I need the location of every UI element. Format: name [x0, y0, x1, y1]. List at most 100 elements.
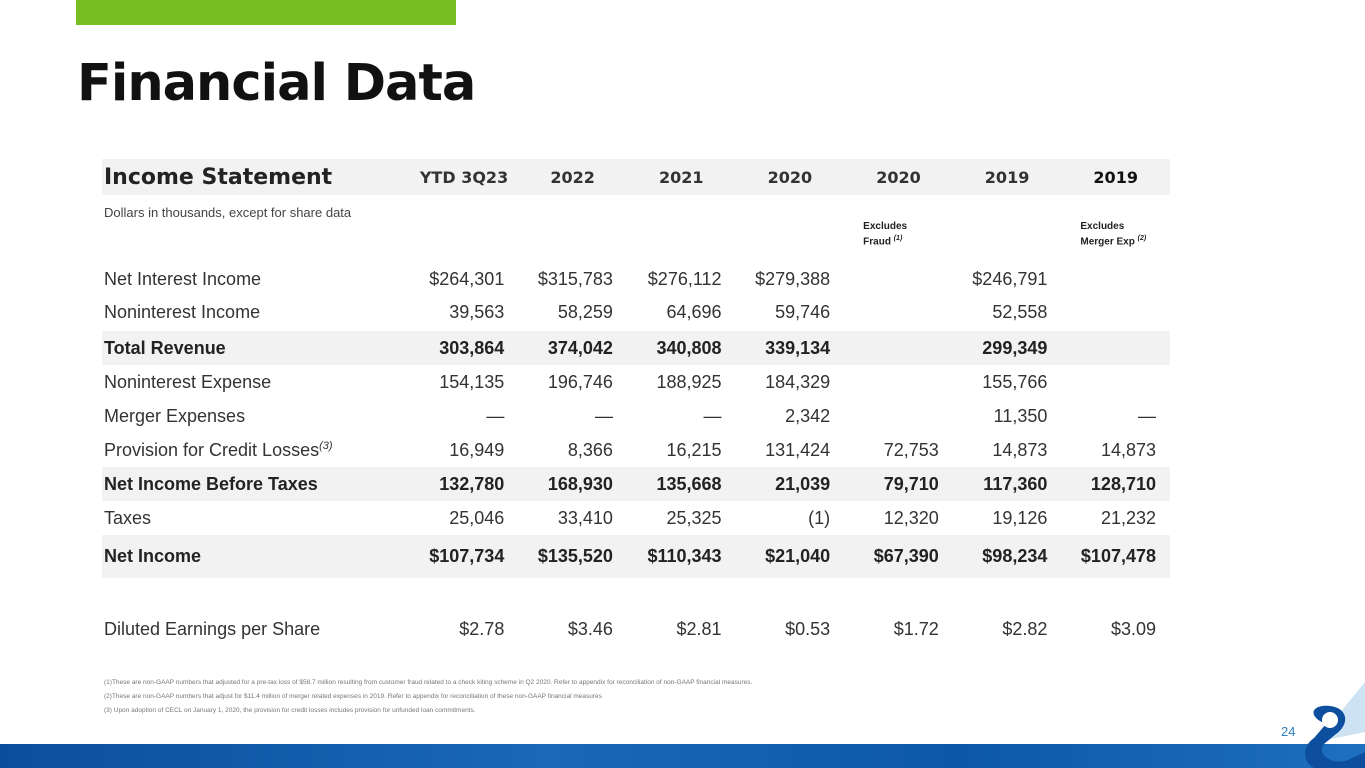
- footnote: (2)These are non-GAAP numbers that adjus…: [104, 693, 602, 700]
- cell: 16,949: [449, 439, 505, 460]
- cell: [844, 293, 953, 331]
- table-heading: Income Statement: [104, 164, 333, 190]
- unit-note: Dollars in thousands, except for share d…: [104, 205, 352, 220]
- column-header: 2020: [767, 167, 813, 187]
- cell: 16,215: [666, 439, 722, 460]
- cell: $1.72: [893, 618, 939, 639]
- row-label: Total Revenue: [104, 337, 226, 358]
- cell: 12,320: [883, 507, 939, 528]
- table-row: Taxes 25,046 33,410 25,325 (1) 12,320 19…: [102, 501, 1170, 535]
- cell: 132,780: [439, 473, 505, 494]
- cell: 33,410: [557, 507, 613, 528]
- cell: 79,710: [883, 473, 939, 494]
- cell: 303,864: [439, 337, 505, 358]
- row-label: Diluted Earnings per Share: [104, 618, 321, 639]
- table-row: Total Revenue 303,864 374,042 340,808 33…: [102, 331, 1170, 365]
- cell: 64,696: [666, 301, 722, 322]
- cell: 21,039: [775, 473, 831, 494]
- table-row: Provision for Credit Losses(3) 16,949 8,…: [102, 433, 1170, 467]
- cell: —: [703, 405, 722, 426]
- excludes-merger-label: Excludes Merger Exp (2): [1080, 221, 1147, 248]
- cell: —: [1138, 405, 1156, 426]
- row-label: Net Income: [104, 546, 202, 566]
- table-row: Net Income Before Taxes 132,780 168,930 …: [102, 467, 1170, 501]
- cell: 21,232: [1100, 507, 1156, 528]
- row-label: Noninterest Income: [104, 301, 261, 322]
- row-label: Net Interest Income: [104, 268, 262, 289]
- cell: $98,234: [982, 546, 1048, 566]
- cell: [844, 399, 953, 433]
- cell: [1061, 331, 1170, 365]
- cell: —: [486, 405, 505, 426]
- cell: 154,135: [439, 371, 505, 392]
- cell: 8,366: [567, 439, 613, 460]
- cell: 11,350: [993, 405, 1048, 426]
- cell: 39,563: [449, 301, 505, 322]
- cell: 14,873: [992, 439, 1048, 460]
- cell: 19,126: [992, 507, 1048, 528]
- cell: [844, 265, 953, 293]
- cell: 52,558: [992, 301, 1048, 322]
- cell: $67,390: [873, 546, 939, 566]
- column-header: 2019: [1093, 167, 1138, 187]
- cell: 374,042: [547, 337, 613, 358]
- cell: $276,112: [647, 268, 722, 289]
- column-header: YTD 3Q23: [419, 167, 509, 187]
- cell: [1061, 365, 1170, 399]
- table-row: Net Income $107,734 $135,520 $110,343 $2…: [102, 535, 1170, 578]
- cell: 184,329: [765, 371, 831, 392]
- cell: (1): [808, 507, 831, 528]
- row-label: Net Income Before Taxes: [104, 473, 318, 494]
- table-header-row: Income Statement YTD 3Q23 2022 2021 2020…: [102, 159, 1170, 195]
- row-label: Merger Expenses: [104, 405, 246, 426]
- cell: 339,134: [765, 337, 831, 358]
- cell: 340,808: [656, 337, 722, 358]
- footnote: (3) Upon adoption of CECL on January 1, …: [104, 707, 476, 714]
- footnote: (1)These are non-GAAP numbers that adjus…: [104, 679, 753, 686]
- table-row: Diluted Earnings per Share $2.78 $3.46 $…: [102, 608, 1170, 650]
- cell: [844, 331, 953, 365]
- cell: $107,734: [429, 546, 505, 566]
- footnote-ref: (3): [319, 439, 333, 452]
- cell: $135,520: [537, 546, 613, 566]
- cell: 72,753: [883, 439, 939, 460]
- cell: 155,766: [982, 371, 1048, 392]
- ampersand-logo-icon: [1305, 682, 1365, 768]
- cell: 14,873: [1100, 439, 1156, 460]
- cell: 117,360: [983, 473, 1048, 494]
- cell: [1061, 293, 1170, 331]
- table-row: Merger Expenses — — — 2,342 11,350 —: [102, 399, 1170, 433]
- cell: $107,478: [1080, 546, 1156, 566]
- cell: $2.81: [676, 618, 722, 639]
- cell: —: [594, 405, 613, 426]
- column-header: 2020: [876, 167, 921, 187]
- cell: 59,746: [775, 301, 831, 322]
- cell: [844, 365, 953, 399]
- bottom-band: [0, 744, 1365, 768]
- page-number: 24: [1281, 724, 1296, 739]
- column-header: 2022: [550, 167, 595, 187]
- cell: $246,791: [972, 268, 1048, 289]
- cell: $21,040: [765, 546, 831, 566]
- cell: [1061, 265, 1170, 293]
- cell: 188,925: [656, 371, 722, 392]
- accent-bar: [76, 0, 456, 25]
- cell: $3.09: [1110, 618, 1156, 639]
- cell: 196,746: [547, 371, 613, 392]
- excludes-fraud-label: Excludes Fraud (1): [863, 221, 908, 248]
- cell: 58,259: [557, 301, 613, 322]
- cell: $2.82: [1002, 618, 1048, 639]
- cell: $264,301: [429, 268, 505, 289]
- cell: 299,349: [982, 337, 1048, 358]
- cell: $0.53: [785, 618, 831, 639]
- income-statement-table: Income Statement YTD 3Q23 2022 2021 2020…: [102, 159, 1179, 650]
- spacer-row: [102, 578, 1170, 608]
- cell: $110,343: [647, 546, 722, 566]
- page-title: Financial Data: [77, 54, 476, 113]
- cell: 128,710: [1090, 473, 1156, 494]
- cell: 25,325: [666, 507, 722, 528]
- cell: 168,930: [547, 473, 613, 494]
- unit-note-row: Dollars in thousands, except for share d…: [102, 195, 1170, 265]
- table-row: Noninterest Expense 154,135 196,746 188,…: [102, 365, 1170, 399]
- cell: $279,388: [755, 268, 831, 289]
